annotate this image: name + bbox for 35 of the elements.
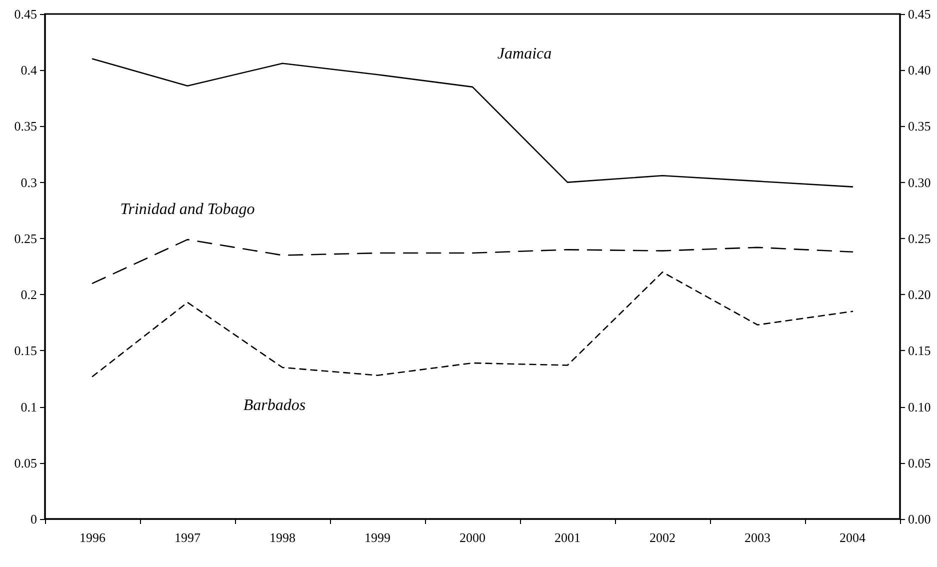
text: Jamaica: [497, 45, 552, 62]
y2-tick-label: 0.30: [908, 174, 931, 190]
x-tick-label: 2000: [460, 530, 486, 545]
x-tick-label: 1999: [364, 530, 390, 545]
line-series: [92, 238, 854, 284]
y2-tick-label: 0.00: [908, 512, 931, 526]
y2-tick-label: 0.45: [908, 6, 931, 22]
y2-tick-label: 0.15: [908, 343, 931, 358]
x-tick-label: 2002: [650, 530, 676, 545]
line-series: [92, 271, 854, 378]
y2-tick-label: 0.25: [908, 230, 931, 246]
x-tick-label: 2004: [840, 530, 866, 545]
y2-tick-label: 0.10: [908, 399, 931, 414]
y2-tick-label: 0.35: [908, 118, 931, 134]
y-tick-label: 0.1: [20, 399, 37, 414]
series-label: Trinidad and Tobago: [120, 201, 255, 218]
x-tick-label: 1997: [174, 530, 201, 545]
y-tick-label: 0.2: [20, 287, 37, 302]
x-tick-label: 1996: [80, 530, 106, 545]
y-tick-label: 0: [30, 512, 37, 526]
y-tick-label: 0.15: [14, 343, 37, 358]
x-tick-label: 1998: [270, 530, 296, 545]
x-tick-label: 2001: [554, 530, 580, 545]
line-series: [92, 58, 854, 188]
y-tick-label: 0.3: [20, 174, 37, 190]
x-tick-label: 2003: [744, 530, 770, 545]
y2-tick-label: 0.40: [908, 62, 931, 78]
y-tick-label: 0.4: [20, 62, 38, 78]
y-tick-label: 0.25: [14, 230, 37, 246]
y-tick-label: 0.35: [14, 118, 37, 134]
y-tick-label: 0.45: [14, 6, 37, 22]
y-tick-label: 0.05: [14, 455, 37, 470]
y2-tick-label: 0.20: [908, 287, 931, 302]
series-label: Barbados: [243, 397, 306, 414]
y2-tick-label: 0.05: [908, 455, 931, 470]
